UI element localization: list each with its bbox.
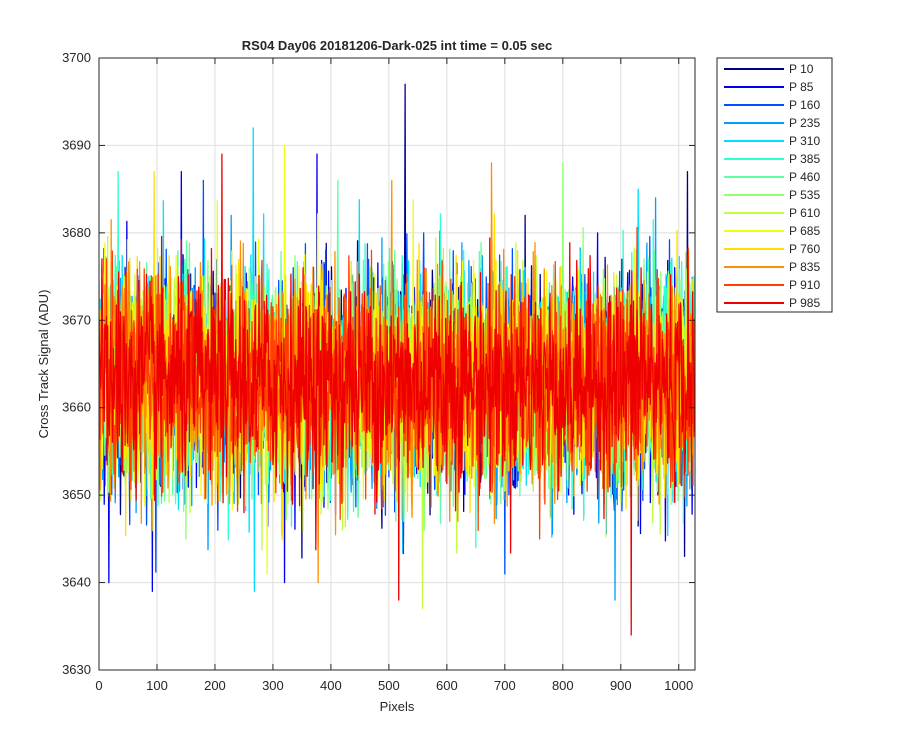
legend-item: P 760 [724, 242, 820, 256]
legend-item: P 685 [724, 224, 820, 238]
y-tick-label: 3650 [62, 487, 91, 502]
legend-label: P 835 [789, 260, 820, 274]
legend-label: P 235 [789, 116, 820, 130]
legend-label: P 10 [789, 62, 814, 76]
legend-label: P 160 [789, 98, 820, 112]
legend-box [716, 57, 833, 313]
legend-label: P 985 [789, 296, 820, 310]
x-tick-label: 1000 [664, 678, 693, 693]
legend-item: P 310 [724, 134, 820, 148]
x-tick-labels: 0 100 200 300 400 500 600 700 800 900 1000 [95, 678, 693, 693]
legend-item: P 160 [724, 98, 820, 112]
x-tick-label: 800 [552, 678, 574, 693]
legend-label: P 610 [789, 206, 820, 220]
legend-item: P 385 [724, 152, 820, 166]
legend-label: P 460 [789, 170, 820, 184]
x-axis-label: Pixels [380, 699, 415, 714]
legend-item: P 610 [724, 206, 820, 220]
y-tick-label: 3680 [62, 225, 91, 240]
y-tick-label: 3630 [62, 662, 91, 677]
x-tick-label: 900 [610, 678, 632, 693]
y-tick-label: 3690 [62, 137, 91, 152]
y-tick-label: 3700 [62, 50, 91, 65]
x-tick-label: 400 [320, 678, 342, 693]
legend-label: P 685 [789, 224, 820, 238]
legend: P 10 P 85 P 160 P 235 P 310 P 385 P 460 P 535 P … [716, 57, 833, 313]
x-tick-label: 300 [262, 678, 284, 693]
legend-label: P 910 [789, 278, 820, 292]
legend-label: P 385 [789, 152, 820, 166]
x-tick-label: 100 [146, 678, 168, 693]
legend-item: P 10 [724, 62, 814, 76]
legend-item: P 835 [724, 260, 820, 274]
legend-item: P 85 [724, 80, 814, 94]
y-tick-label: 3660 [62, 400, 91, 415]
y-tick-label: 3640 [62, 575, 91, 590]
legend-item: P 535 [724, 188, 820, 202]
legend-item: P 460 [724, 170, 820, 184]
plot-box [98, 57, 696, 671]
y-axis-label: Cross Track Signal (ADU) [36, 290, 51, 439]
y-tick-labels: 3630 3640 3650 3660 3670 3680 3690 3700 [62, 50, 91, 677]
x-tick-label: 500 [378, 678, 400, 693]
legend-items: P 10 P 85 P 160 P 235 P 310 P 385 P 460 P 535 P … [724, 62, 820, 310]
legend-label: P 760 [789, 242, 820, 256]
chart-title: RS04 Day06 20181206-Dark-025 int time = … [242, 38, 552, 53]
legend-label: P 535 [789, 188, 820, 202]
legend-label: P 310 [789, 134, 820, 148]
axis-ticks [98, 57, 695, 671]
series-lines [99, 83, 695, 636]
y-tick-label: 3670 [62, 312, 91, 327]
legend-item: P 985 [724, 296, 820, 310]
legend-label: P 85 [789, 80, 814, 94]
x-tick-label: 700 [494, 678, 516, 693]
x-tick-label: 600 [436, 678, 458, 693]
series-line-p-985 [99, 153, 695, 636]
x-tick-label: 200 [204, 678, 226, 693]
x-tick-label: 0 [95, 678, 102, 693]
legend-item: P 910 [724, 278, 820, 292]
legend-item: P 235 [724, 116, 820, 130]
